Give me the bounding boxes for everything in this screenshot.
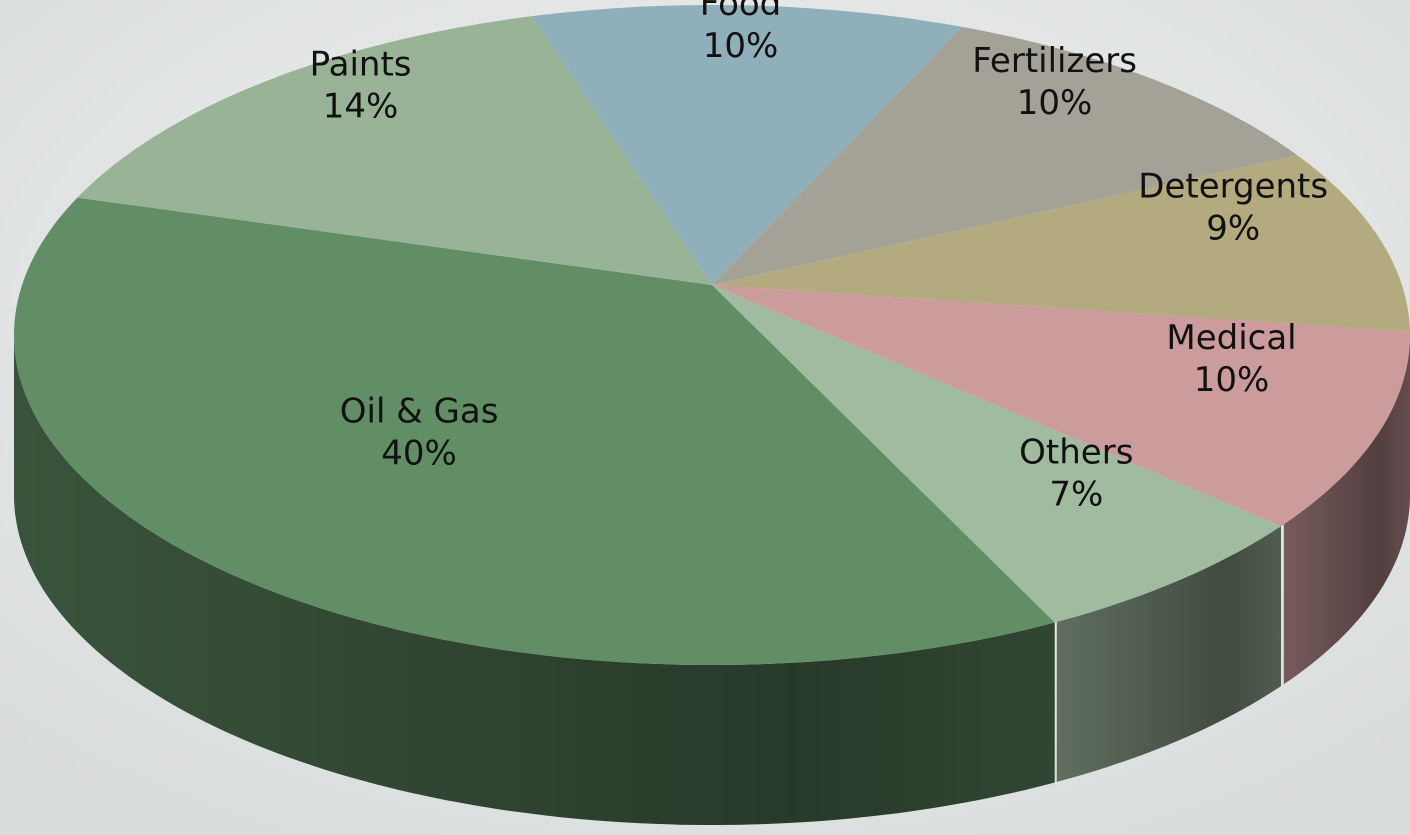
slice-value-label: 40% — [381, 434, 457, 474]
slice-value-label: 14% — [323, 86, 399, 126]
slice-value-label: 10% — [1194, 360, 1270, 400]
slice-label: Paints — [310, 44, 412, 84]
slice-value-label: 10% — [703, 26, 779, 66]
slice-label: Food — [700, 0, 782, 24]
slice-label: Medical — [1166, 318, 1296, 358]
slice-label: Oil & Gas — [340, 392, 499, 432]
slice-value-label: 7% — [1049, 474, 1103, 514]
slice-value-label: 10% — [1017, 83, 1093, 123]
chart: Food10%Fertilizers10%Detergents9%Medical… — [0, 0, 1410, 835]
slice-label: Fertilizers — [972, 41, 1137, 81]
page: {"chart_data": {"type": "pie3d", "catego… — [0, 0, 1410, 835]
slice-label: Others — [1019, 432, 1133, 472]
slice-label: Detergents — [1138, 167, 1328, 207]
slice-value-label: 9% — [1206, 209, 1260, 249]
